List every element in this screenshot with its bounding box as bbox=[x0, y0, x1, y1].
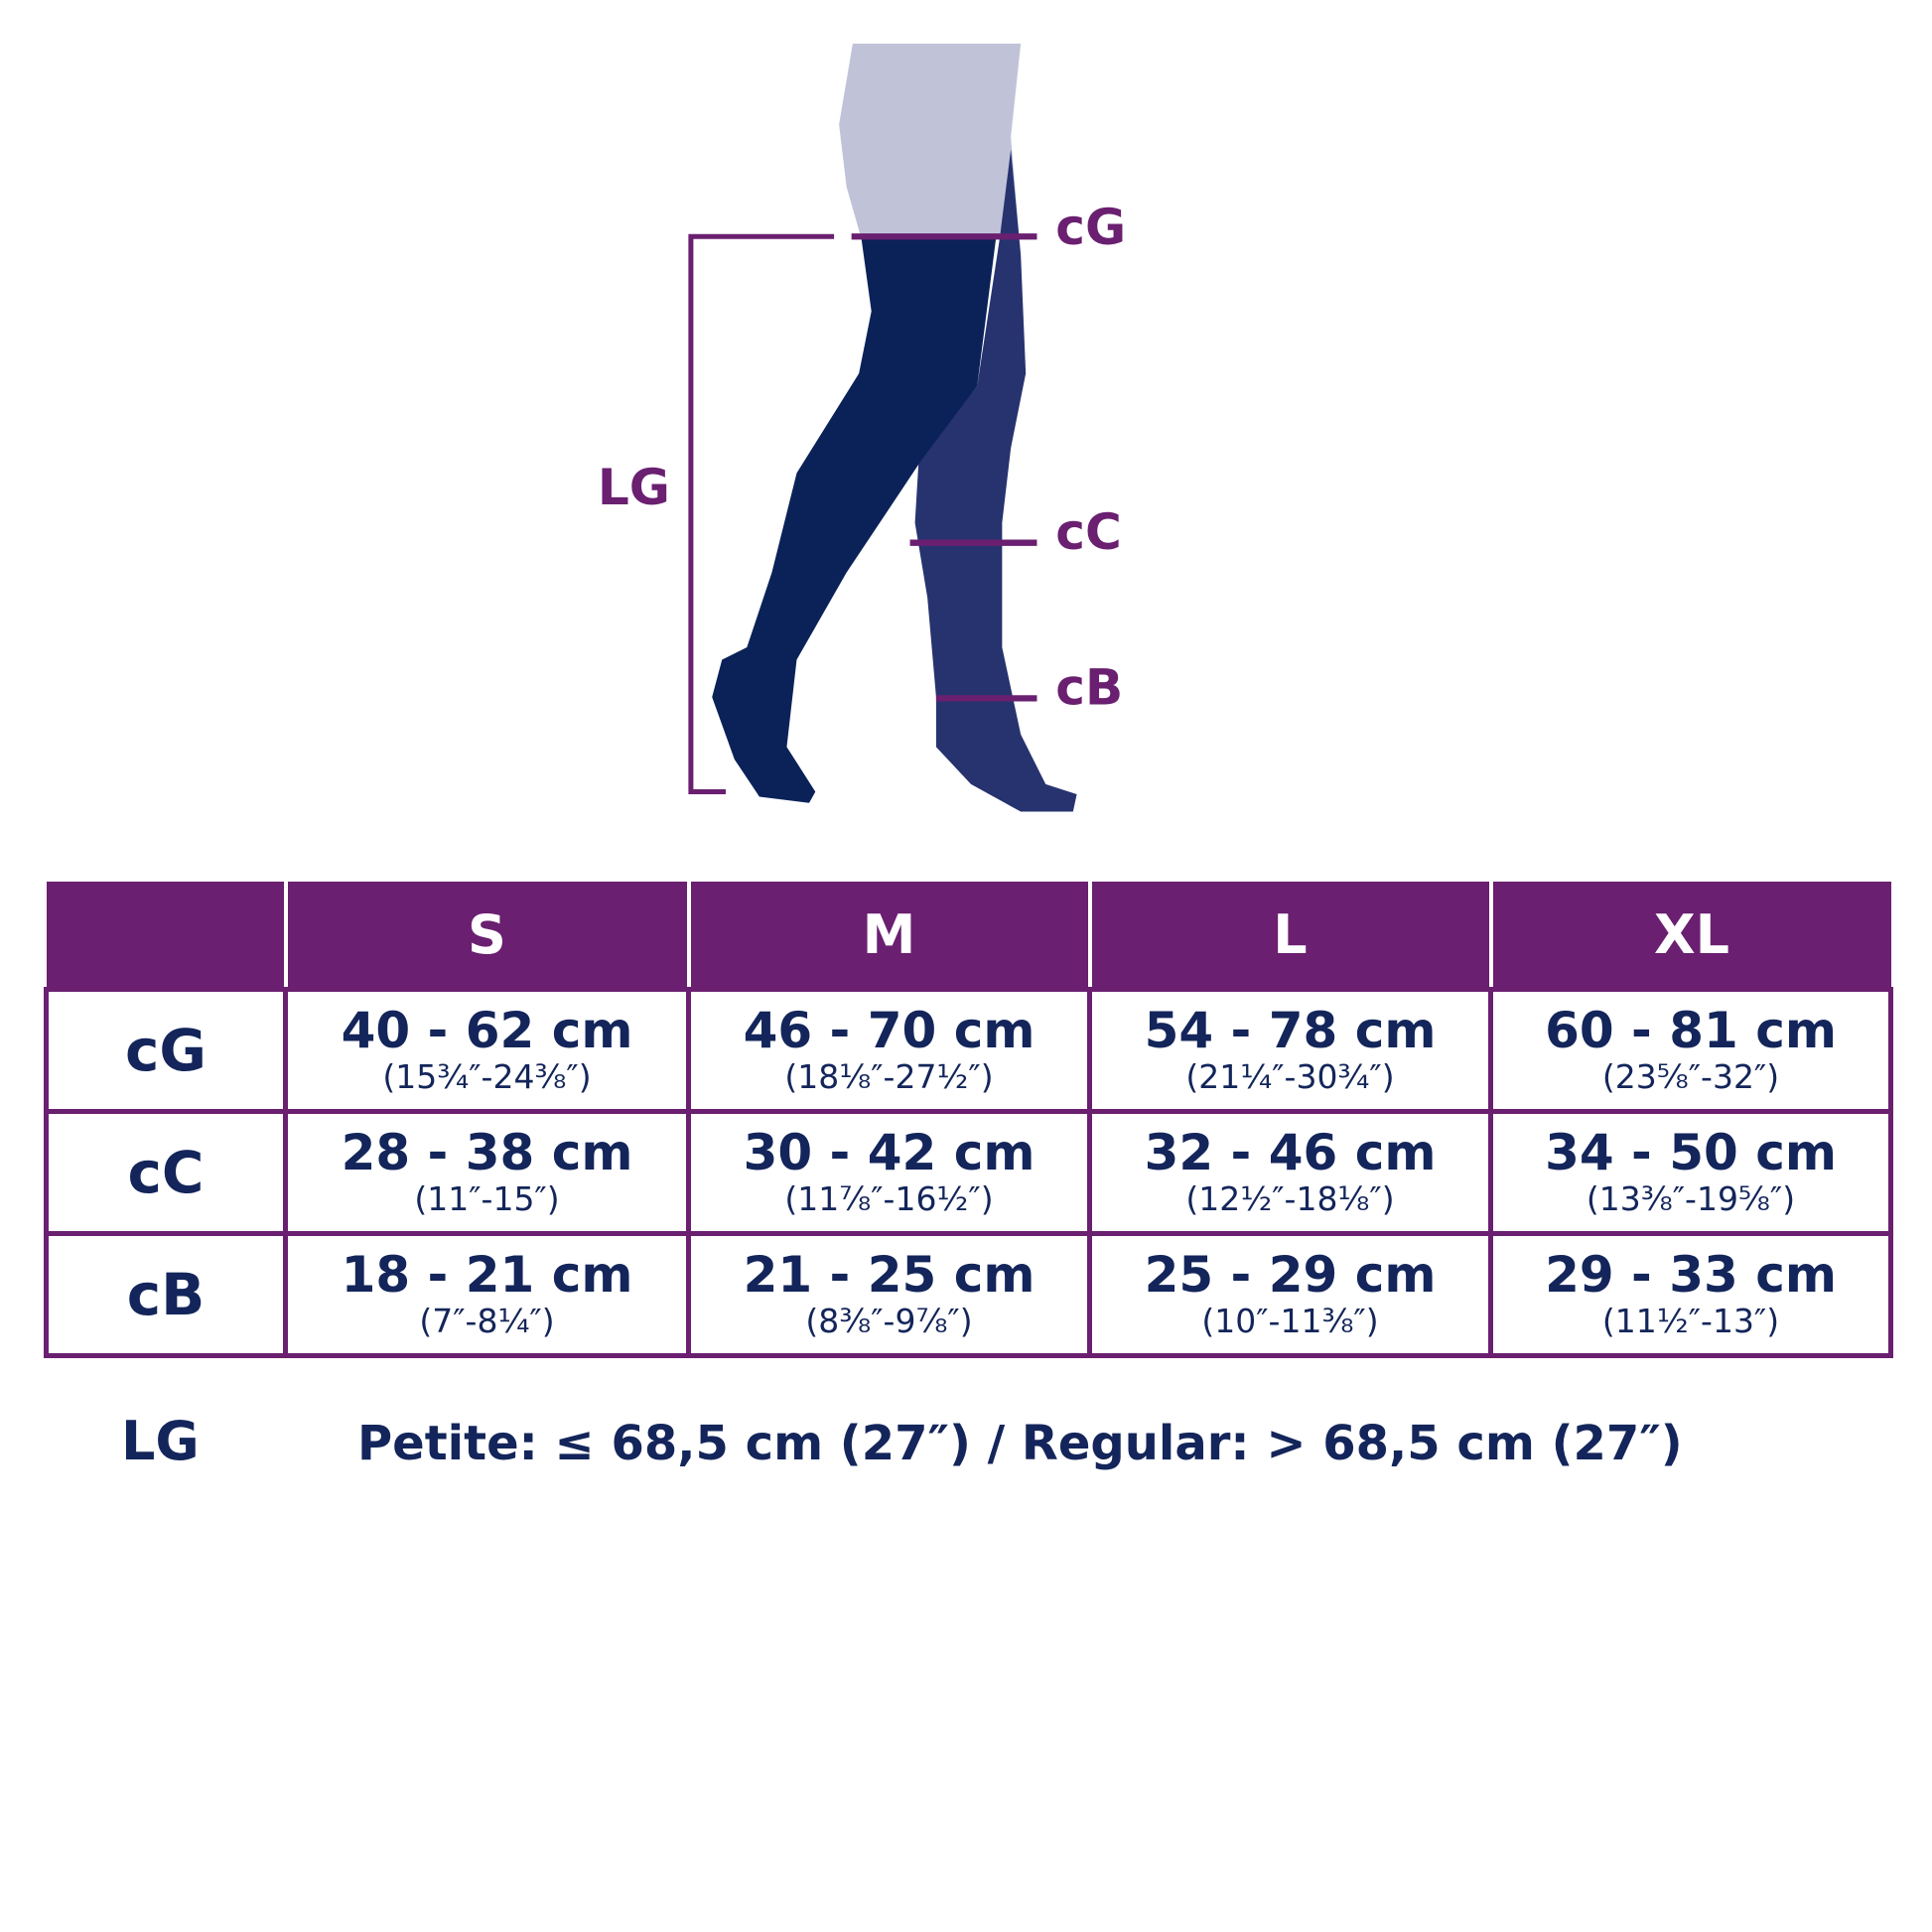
header-size-m: M bbox=[686, 882, 1090, 990]
header-size-l: L bbox=[1087, 882, 1491, 990]
size-cell: 32 - 46 cm (12½″-18⅛″) bbox=[1087, 1109, 1493, 1236]
size-cell: 18 - 21 cm (7″-8¼″) bbox=[283, 1231, 691, 1358]
table-row: cB 18 - 21 cm (7″-8¼″) 21 - 25 cm (8⅜″-9⅞″) 2… bbox=[44, 1231, 1893, 1358]
cm-range: 28 - 38 cm bbox=[341, 1124, 633, 1181]
table-row: cG 40 - 62 cm (15¾″-24⅜″) 46 - 70 cm (18⅛″-2… bbox=[44, 987, 1893, 1114]
size-cell: 29 - 33 cm (11½″-13″) bbox=[1488, 1231, 1893, 1358]
inch-range: (15¾″-24⅜″) bbox=[382, 1057, 592, 1096]
header-size-xl: XL bbox=[1488, 882, 1891, 990]
cm-range: 32 - 46 cm bbox=[1144, 1124, 1437, 1181]
header-empty bbox=[46, 882, 286, 990]
size-cell: 40 - 62 cm (15¾″-24⅜″) bbox=[283, 987, 691, 1114]
cm-range: 21 - 25 cm bbox=[743, 1246, 1035, 1304]
size-cell: 34 - 50 cm (13⅜″-19⅝″) bbox=[1488, 1109, 1893, 1236]
cm-range: 18 - 21 cm bbox=[341, 1246, 633, 1304]
label-cc: cC bbox=[1055, 502, 1122, 561]
footer-text: Petite: ≤ 68,5 cm (27″) / Regular: > 68,… bbox=[357, 1416, 1683, 1471]
row-label: cB bbox=[44, 1231, 288, 1358]
thigh-skin bbox=[839, 43, 1022, 256]
cm-range: 54 - 78 cm bbox=[1144, 1002, 1437, 1059]
row-label: cC bbox=[44, 1109, 288, 1236]
header-size-s: S bbox=[283, 882, 689, 990]
inch-range: (11½″-13″) bbox=[1601, 1302, 1780, 1340]
back-leg-stocking bbox=[914, 149, 1077, 812]
inch-range: (11″-15″) bbox=[414, 1179, 560, 1218]
cm-range: 40 - 62 cm bbox=[341, 1002, 633, 1059]
cm-range: 30 - 42 cm bbox=[743, 1124, 1035, 1181]
inch-range: (11⅞″-16½″) bbox=[784, 1179, 994, 1218]
label-cb: cB bbox=[1055, 658, 1123, 717]
size-cell: 25 - 29 cm (10″-11⅜″) bbox=[1087, 1231, 1493, 1358]
inch-range: (23⅝″-32″) bbox=[1601, 1057, 1780, 1096]
front-leg-stocking bbox=[712, 238, 997, 803]
inch-range: (13⅜″-19⅝″) bbox=[1586, 1179, 1796, 1218]
row-label: cG bbox=[44, 987, 288, 1114]
label-lg: LG bbox=[598, 458, 670, 516]
inch-range: (10″-11⅜″) bbox=[1201, 1302, 1379, 1340]
size-cell: 30 - 42 cm (11⅞″-16½″) bbox=[686, 1109, 1092, 1236]
size-cell: 46 - 70 cm (18⅛″-27½″) bbox=[686, 987, 1092, 1114]
cm-range: 29 - 33 cm bbox=[1545, 1246, 1837, 1304]
lg-bracket bbox=[688, 233, 835, 794]
cm-range: 60 - 81 cm bbox=[1545, 1002, 1837, 1059]
inch-range: (18⅛″-27½″) bbox=[784, 1057, 994, 1096]
size-cell: 60 - 81 cm (23⅝″-32″) bbox=[1488, 987, 1893, 1114]
size-table: S M L XL cG 40 - 62 cm (15¾″-24⅜″) 46 - 70 … bbox=[44, 882, 1893, 1358]
size-cell: 28 - 38 cm (11″-15″) bbox=[283, 1109, 691, 1236]
cm-range: 25 - 29 cm bbox=[1144, 1246, 1437, 1304]
header-row: S M L XL bbox=[46, 882, 1891, 990]
inch-range: (7″-8¼″) bbox=[419, 1302, 555, 1340]
size-cell: 21 - 25 cm (8⅜″-9⅞″) bbox=[686, 1231, 1092, 1358]
inch-range: (21¼″-30¾″) bbox=[1185, 1057, 1395, 1096]
table-row: cC 28 - 38 cm (11″-15″) 30 - 42 cm (11⅞″-16½… bbox=[44, 1109, 1893, 1236]
footer-label: LG bbox=[121, 1410, 200, 1472]
cm-range: 46 - 70 cm bbox=[743, 1002, 1035, 1059]
cm-range: 34 - 50 cm bbox=[1545, 1124, 1837, 1181]
size-cell: 54 - 78 cm (21¼″-30¾″) bbox=[1087, 987, 1493, 1114]
inch-range: (12½″-18⅛″) bbox=[1185, 1179, 1395, 1218]
inch-range: (8⅜″-9⅞″) bbox=[805, 1302, 973, 1340]
label-cg: cG bbox=[1055, 198, 1126, 256]
